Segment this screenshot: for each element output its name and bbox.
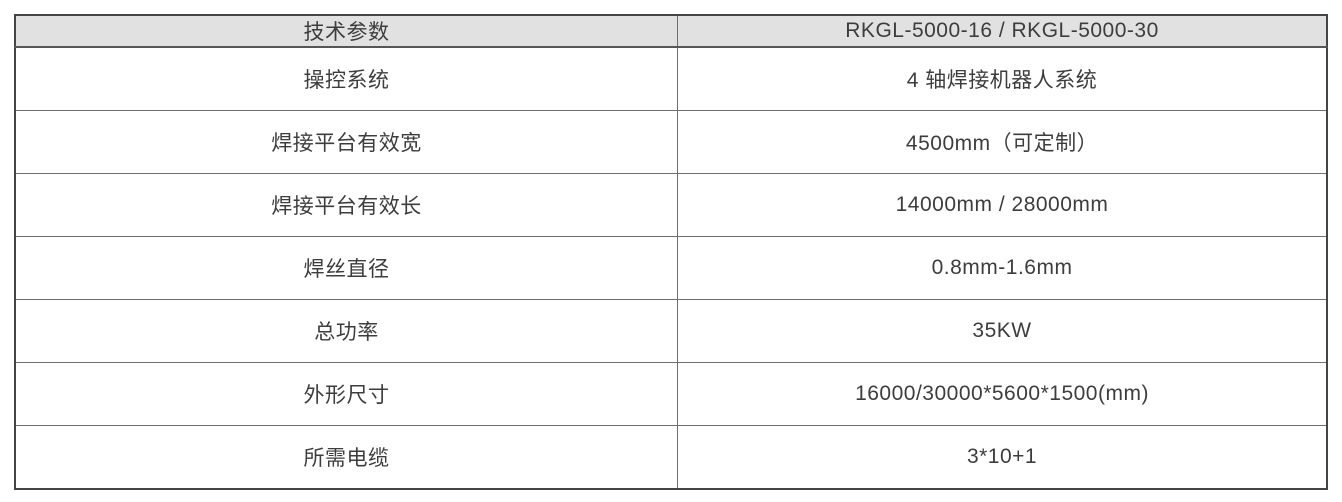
param-cell: 外形尺寸 bbox=[14, 361, 679, 426]
value-cell: 3*10+1 bbox=[677, 424, 1328, 490]
header-value-cell: RKGL-5000-16 / RKGL-5000-30 bbox=[677, 14, 1328, 48]
param-cell: 焊丝直径 bbox=[14, 236, 679, 300]
table-row: 总功率 35KW bbox=[14, 298, 1328, 363]
spec-table-body: 操控系统 4 轴焊接机器人系统 焊接平台有效宽 4500mm（可定制） 焊接平台… bbox=[14, 46, 1328, 490]
table-row: 焊接平台有效宽 4500mm（可定制） bbox=[14, 110, 1328, 175]
param-cell: 操控系统 bbox=[14, 46, 679, 112]
table-row: 所需电缆 3*10+1 bbox=[14, 424, 1328, 490]
value-cell: 16000/30000*5600*1500(mm) bbox=[677, 361, 1328, 426]
value-cell: 0.8mm-1.6mm bbox=[677, 236, 1328, 300]
value-cell: 14000mm / 28000mm bbox=[677, 173, 1328, 238]
value-cell: 4 轴焊接机器人系统 bbox=[677, 46, 1328, 112]
spec-table: 技术参数 RKGL-5000-16 / RKGL-5000-30 操控系统 4 … bbox=[14, 14, 1328, 490]
table-row: 焊丝直径 0.8mm-1.6mm bbox=[14, 236, 1328, 300]
param-cell: 焊接平台有效宽 bbox=[14, 110, 679, 175]
param-cell: 总功率 bbox=[14, 298, 679, 363]
param-cell: 焊接平台有效长 bbox=[14, 173, 679, 238]
value-cell: 4500mm（可定制） bbox=[677, 110, 1328, 175]
spec-table-header: 技术参数 RKGL-5000-16 / RKGL-5000-30 bbox=[14, 14, 1328, 48]
param-cell: 所需电缆 bbox=[14, 424, 679, 490]
table-row: 焊接平台有效长 14000mm / 28000mm bbox=[14, 173, 1328, 238]
header-row: 技术参数 RKGL-5000-16 / RKGL-5000-30 bbox=[14, 14, 1328, 48]
table-row: 操控系统 4 轴焊接机器人系统 bbox=[14, 46, 1328, 112]
value-cell: 35KW bbox=[677, 298, 1328, 363]
table-row: 外形尺寸 16000/30000*5600*1500(mm) bbox=[14, 361, 1328, 426]
header-param-cell: 技术参数 bbox=[14, 14, 679, 48]
